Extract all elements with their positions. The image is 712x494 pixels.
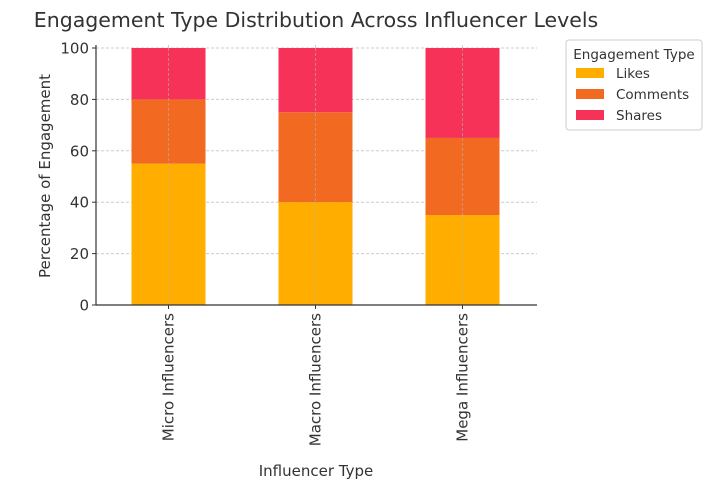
chart-title: Engagement Type Distribution Across Infl… bbox=[34, 8, 599, 32]
y-tick-label: 60 bbox=[70, 142, 89, 160]
legend-label-likes: Likes bbox=[616, 66, 650, 82]
y-tick-label: 0 bbox=[79, 297, 89, 315]
y-tick-label: 40 bbox=[70, 194, 89, 212]
x-tick-label: Mega Influencers bbox=[454, 313, 472, 442]
x-tick-label: Micro Influencers bbox=[160, 313, 178, 441]
bar-comments-2 bbox=[278, 112, 353, 203]
bars bbox=[131, 48, 500, 305]
legend-swatch-comments bbox=[576, 89, 604, 99]
legend-label-shares: Shares bbox=[616, 108, 662, 124]
legend-label-comments: Comments bbox=[616, 87, 689, 103]
x-axis-label: Influencer Type bbox=[259, 462, 374, 480]
y-tick-label: 100 bbox=[60, 40, 89, 58]
bar-shares-3 bbox=[425, 48, 500, 138]
legend: Engagement Type Likes Comments Shares bbox=[565, 39, 703, 131]
legend-swatch-shares bbox=[576, 110, 604, 120]
y-axis-label: Percentage of Engagement bbox=[36, 74, 54, 278]
x-tick-label: Macro Influencers bbox=[307, 313, 325, 446]
legend-box bbox=[565, 39, 703, 131]
y-tick-label: 20 bbox=[70, 245, 89, 263]
axes: 0 20 40 60 80 100 Micro Influencers Macro Influ… bbox=[60, 40, 537, 446]
legend-swatch-likes bbox=[576, 68, 604, 78]
y-tick-label: 80 bbox=[70, 91, 89, 109]
legend-title: Engagement Type bbox=[573, 47, 694, 63]
